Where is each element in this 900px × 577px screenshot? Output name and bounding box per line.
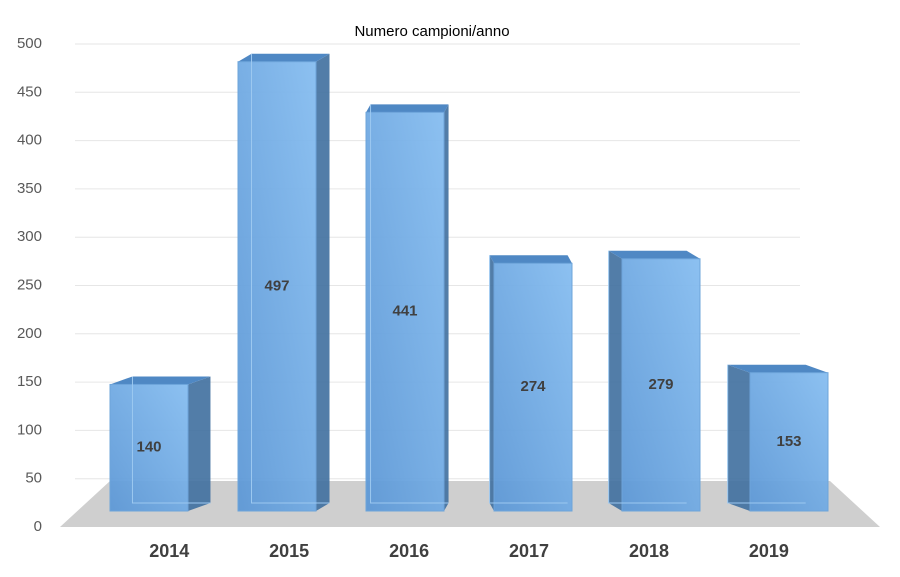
bar — [109, 376, 211, 512]
bar-front — [109, 383, 189, 512]
bar-top — [489, 255, 572, 264]
data-label: 441 — [392, 303, 417, 320]
data-label: 140 — [136, 439, 161, 456]
bar-front — [493, 262, 573, 512]
bar — [365, 104, 449, 512]
chart-title: Numero campioni/anno — [354, 23, 509, 40]
bar-top — [110, 376, 211, 385]
y-tick-label: 450 — [17, 83, 42, 100]
bar — [237, 53, 330, 512]
bar-front — [237, 61, 317, 512]
x-tick-label: 2017 — [509, 541, 549, 561]
bar-edge — [608, 250, 687, 504]
y-tick-label: 350 — [17, 180, 42, 197]
bar-side — [444, 104, 449, 511]
bar-top — [727, 364, 828, 373]
y-tick-label: 200 — [17, 325, 42, 342]
x-tick-label: 2019 — [749, 541, 789, 561]
data-label: 274 — [520, 378, 546, 395]
bar-front — [621, 258, 701, 512]
y-tick-label: 500 — [17, 35, 42, 52]
bar-front — [365, 111, 445, 512]
x-tick-label: 2014 — [149, 541, 189, 561]
x-tick-label: 2018 — [629, 541, 669, 561]
bar — [608, 250, 701, 512]
y-tick-label: 50 — [25, 470, 42, 487]
bar-side — [489, 255, 494, 511]
y-tick-label: 0 — [34, 518, 42, 535]
bar-edge — [131, 376, 211, 504]
bar-side — [727, 364, 750, 511]
data-label: 279 — [648, 376, 673, 393]
y-tick-label: 100 — [17, 421, 42, 438]
bar-side — [608, 250, 622, 511]
y-tick-label: 150 — [17, 373, 42, 390]
bar-side — [188, 376, 211, 511]
bar — [489, 255, 573, 512]
bar-top — [238, 53, 330, 62]
bar-edge — [251, 53, 330, 504]
bar-top — [366, 104, 449, 113]
data-label: 153 — [776, 433, 801, 450]
y-tick-label: 400 — [17, 132, 42, 149]
data-label: 497 — [264, 277, 289, 294]
bar-front — [749, 372, 829, 512]
bar — [727, 364, 829, 512]
bar-top — [608, 250, 700, 259]
y-tick-label: 250 — [17, 276, 42, 293]
bar-edge — [727, 364, 806, 504]
y-tick-label: 300 — [17, 228, 42, 245]
bar-edge — [489, 255, 568, 504]
bar-side — [316, 53, 330, 511]
bar-edge — [370, 104, 449, 504]
x-tick-label: 2016 — [389, 541, 429, 561]
x-tick-label: 2015 — [269, 541, 309, 561]
